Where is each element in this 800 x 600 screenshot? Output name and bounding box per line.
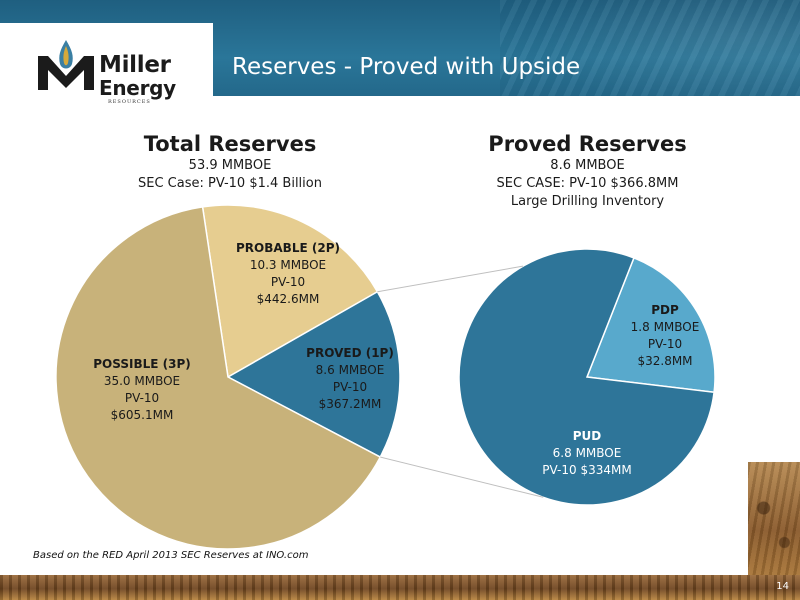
pie-slice-probable-2p <box>201 204 379 379</box>
slice-detail-proved-1p-3: $367.2MM <box>319 397 382 411</box>
logo-panel <box>0 23 213 119</box>
total-reserves-subtitle-1: 53.9 MMBOE <box>188 158 272 173</box>
pie-slice-pdp <box>585 256 716 394</box>
slice-detail-proved-1p-2: PV-10 <box>333 380 367 394</box>
proved-reserves-subtitle-3: Large Drilling Inventory <box>510 194 665 209</box>
slice-detail-proved-1p-1: 8.6 MMBOE <box>316 363 385 377</box>
miller-energy-logo-icon <box>38 40 94 90</box>
proved-reserves-subtitle-1: 8.6 MMBOE <box>550 158 625 173</box>
slice-label-pdp: PDP <box>651 303 679 317</box>
logo-wordmark-line2: Energy <box>99 76 176 100</box>
total-reserves-subtitle-2: SEC Case: PV-10 $1.4 Billion <box>138 176 322 191</box>
total-reserves-heading: Total Reserves 53.9 MMBOE SEC Case: PV-1… <box>90 131 370 193</box>
earth-texture-right <box>748 462 800 577</box>
slide-title: Reserves - Proved with Upside <box>232 54 581 80</box>
connector-line-top <box>377 265 524 293</box>
slice-label-pud: PUD <box>573 429 602 443</box>
pie-slice-possible-3p <box>55 206 382 550</box>
slice-detail-probable-2p-3: $442.6MM <box>257 292 320 306</box>
slice-label-possible-3p: POSSIBLE (3P) <box>93 357 191 371</box>
proved-reserves-title: Proved Reserves <box>488 132 687 156</box>
logo-wordmark-line1: Miller <box>99 52 171 78</box>
slice-detail-possible-3p-2: PV-10 <box>125 391 159 405</box>
slice-detail-pud-2: PV-10 $334MM <box>542 463 631 477</box>
connector-line-bottom <box>380 456 544 498</box>
proved-reserves-heading: Proved Reserves 8.6 MMBOE SEC CASE: PV-1… <box>450 131 725 211</box>
total-reserves-title: Total Reserves <box>143 132 317 156</box>
page-number: 14 <box>776 581 789 592</box>
slice-detail-pdp-2: PV-10 <box>648 337 682 351</box>
slice-detail-pud-1: 6.8 MMBOE <box>553 446 622 460</box>
slice-detail-possible-3p-3: $605.1MM <box>111 408 174 422</box>
slice-detail-probable-2p-2: PV-10 <box>271 275 305 289</box>
pie-slice-proved-1p <box>226 290 401 459</box>
earth-texture-bottom <box>0 575 800 600</box>
slice-detail-probable-2p-1: 10.3 MMBOE <box>250 258 326 272</box>
pie-slice-pud <box>458 248 715 506</box>
footnote: Based on the RED April 2013 SEC Reserves… <box>33 550 309 561</box>
slice-detail-pdp-1: 1.8 MMBOE <box>631 320 700 334</box>
slice-detail-pdp-3: $32.8MM <box>637 354 692 368</box>
proved-reserves-subtitle-2: SEC CASE: PV-10 $366.8MM <box>496 176 679 191</box>
slice-detail-possible-3p-1: 35.0 MMBOE <box>104 374 180 388</box>
slice-label-proved-1p: PROVED (1P) <box>306 346 394 360</box>
logo-subtitle: RESOURCES <box>108 99 151 105</box>
slice-label-probable-2p: PROBABLE (2P) <box>236 241 340 255</box>
